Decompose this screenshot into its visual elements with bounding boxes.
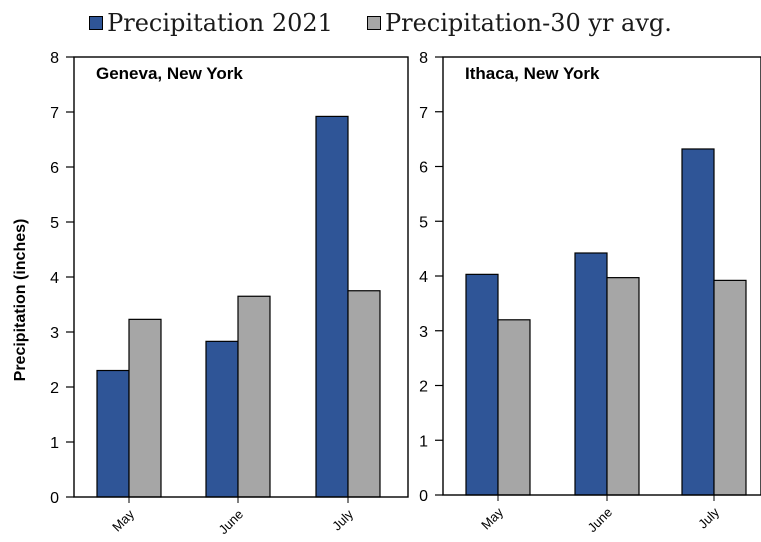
y-tick-label-geneva-new-york-6: 6 bbox=[50, 160, 59, 177]
legend-item-precipitation-30yr: Precipitation-30 yr avg. bbox=[366, 9, 672, 37]
bar-ithaca-new-york-july-precipitation-2021 bbox=[681, 148, 715, 496]
y-tick-label-geneva-new-york-0: 0 bbox=[50, 490, 59, 507]
legend-item-precipitation-2021: Precipitation 2021 bbox=[89, 9, 333, 37]
x-label-ithaca-new-york-may: May bbox=[478, 504, 506, 532]
y-tick-label-ithaca-new-york-8: 8 bbox=[419, 50, 428, 67]
bar-ithaca-new-york-may-precipitation-30-yr-avg bbox=[497, 319, 531, 496]
bar-ithaca-new-york-may-precipitation-2021 bbox=[465, 273, 499, 496]
x-label-geneva-new-york-june: June bbox=[216, 507, 247, 538]
y-tick-label-geneva-new-york-7: 7 bbox=[50, 105, 59, 122]
y-tick-label-geneva-new-york-5: 5 bbox=[50, 215, 59, 232]
panel-title-geneva-new-york: Geneva, New York bbox=[96, 64, 243, 83]
y-tick-label-geneva-new-york-8: 8 bbox=[50, 50, 59, 67]
bar-geneva-new-york-june-precipitation-2021 bbox=[205, 340, 239, 498]
y-tick-label-ithaca-new-york-0: 0 bbox=[419, 488, 428, 505]
y-axis-label: Precipitation (inches) bbox=[12, 219, 29, 382]
legend-swatch-precipitation-30yr bbox=[366, 16, 381, 30]
x-label-geneva-new-york-july: July bbox=[329, 506, 356, 533]
bar-geneva-new-york-may-precipitation-2021 bbox=[96, 369, 130, 498]
bar-ithaca-new-york-june-precipitation-30-yr-avg bbox=[606, 277, 640, 496]
legend-label-precipitation-30yr: Precipitation-30 yr avg. bbox=[384, 9, 672, 37]
y-tick-label-ithaca-new-york-5: 5 bbox=[419, 214, 428, 231]
legend-swatch-precipitation-2021 bbox=[89, 16, 104, 30]
bar-geneva-new-york-july-precipitation-30-yr-avg bbox=[347, 290, 381, 498]
legend-label-precipitation-2021: Precipitation 2021 bbox=[107, 9, 333, 37]
bar-ithaca-new-york-july-precipitation-30-yr-avg bbox=[713, 279, 747, 496]
x-label-ithaca-new-york-june: June bbox=[585, 505, 616, 536]
y-tick-label-ithaca-new-york-3: 3 bbox=[419, 324, 428, 341]
bar-ithaca-new-york-june-precipitation-2021 bbox=[574, 252, 608, 496]
bar-geneva-new-york-june-precipitation-30-yr-avg bbox=[237, 295, 271, 498]
y-tick-label-ithaca-new-york-4: 4 bbox=[419, 269, 428, 286]
x-label-geneva-new-york-may: May bbox=[109, 506, 137, 534]
bar-geneva-new-york-may-precipitation-30-yr-avg bbox=[128, 318, 162, 498]
y-tick-label-geneva-new-york-3: 3 bbox=[50, 325, 59, 342]
y-tick-label-geneva-new-york-4: 4 bbox=[50, 270, 59, 287]
chart-legend: Precipitation 2021 Precipitation-30 yr a… bbox=[0, 6, 761, 40]
y-tick-label-ithaca-new-york-7: 7 bbox=[419, 105, 428, 122]
y-tick-label-ithaca-new-york-2: 2 bbox=[419, 379, 428, 396]
y-tick-label-ithaca-new-york-1: 1 bbox=[419, 433, 428, 450]
y-tick-label-geneva-new-york-1: 1 bbox=[50, 435, 59, 452]
panel-title-ithaca-new-york: Ithaca, New York bbox=[465, 64, 600, 83]
bar-geneva-new-york-july-precipitation-2021 bbox=[315, 115, 349, 498]
y-tick-label-geneva-new-york-2: 2 bbox=[50, 380, 59, 397]
x-label-ithaca-new-york-july: July bbox=[695, 504, 722, 531]
y-tick-label-ithaca-new-york-6: 6 bbox=[419, 160, 428, 177]
